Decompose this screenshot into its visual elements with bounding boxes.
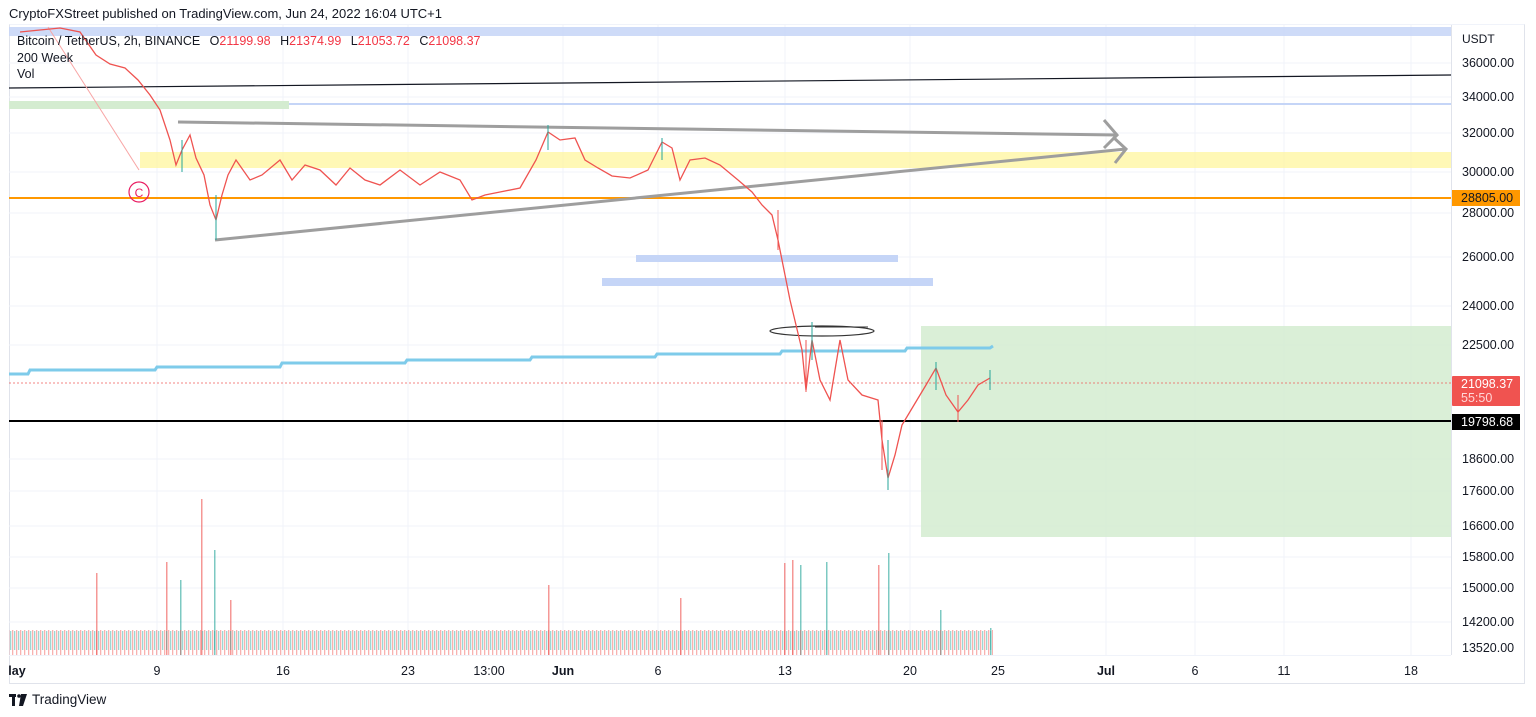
open-value: 21199.98: [219, 34, 271, 48]
down-wicks: [777, 210, 959, 470]
price-tick: 17600.00: [1462, 484, 1515, 498]
legend-indicator-vol[interactable]: Vol: [17, 67, 35, 81]
tradingview-brand: TradingView: [32, 692, 107, 707]
time-tick: 20: [903, 664, 917, 678]
chart-plot-area[interactable]: C: [9, 25, 1451, 655]
time-tick: 13:00: [473, 664, 505, 678]
up-wicks: [181, 125, 991, 490]
time-tick: 6: [654, 664, 662, 678]
wave-c-circle: [128, 181, 150, 203]
time-tick: Jun: [551, 664, 575, 678]
time-tick: 25: [991, 664, 1005, 678]
chart-frame: [9, 24, 1525, 684]
time-tick: 11: [1277, 664, 1291, 678]
price-tick: 28000.00: [1462, 206, 1515, 220]
price-tick: 26000.00: [1462, 250, 1515, 264]
tradingview-logo-icon: [9, 693, 27, 706]
price-tick: 30000.00: [1462, 165, 1515, 179]
svg-text:C: C: [135, 186, 144, 200]
price-axis[interactable]: USDT 36000.00 34000.00 32000.00 30000.00…: [1451, 25, 1525, 655]
time-tick: 13: [778, 664, 792, 678]
time-tick: Jul: [1096, 664, 1116, 678]
price-tick: 34000.00: [1462, 90, 1515, 104]
time-tick: 23: [401, 664, 415, 678]
last-price-tag: 21098.37 55:50: [1452, 376, 1520, 406]
price-tick: 15000.00: [1462, 581, 1515, 595]
symbol-name[interactable]: Bitcoin / TetherUS, 2h, BINANCE: [17, 34, 201, 48]
ma-200-week-line: [9, 344, 994, 376]
orange-level-price-tag: 28805.00: [1452, 190, 1520, 206]
time-tick: 18: [1404, 664, 1418, 678]
price-tick: 18600.00: [1462, 452, 1515, 466]
last-price-value: 21098.37: [1461, 377, 1514, 391]
blue-zone-lower: [602, 278, 933, 286]
blue-zone-top: [9, 27, 1451, 36]
support-level-price-tag: 19798.68: [1452, 414, 1520, 430]
price-tick: 14200.00: [1462, 615, 1515, 629]
blue-zone-upper: [636, 255, 898, 262]
price-tick: 32000.00: [1462, 126, 1515, 140]
time-tick: 16: [276, 664, 290, 678]
volume-baseline-bars: [9, 630, 993, 655]
price-tick: 15800.00: [1462, 550, 1515, 564]
price-tick: 16600.00: [1462, 519, 1515, 533]
published-caption: CryptoFXStreet published on TradingView.…: [9, 6, 442, 21]
tradingview-logo[interactable]: TradingView: [9, 692, 106, 707]
price-tick: 36000.00: [1462, 56, 1515, 70]
time-axis[interactable]: lay 9 16 23 13:00 Jun 6 13 20 25 Jul 6 1…: [8, 655, 1451, 683]
price-series: [19, 27, 991, 479]
time-tick: lay: [8, 664, 26, 678]
low-value: 21053.72: [357, 34, 410, 48]
chart-canvas: C: [9, 25, 1451, 655]
green-target-box: [921, 326, 1451, 537]
legend-symbol-row: Bitcoin / TetherUS, 2h, BINANCE O21199.9…: [17, 34, 481, 48]
price-tick: 24000.00: [1462, 299, 1515, 313]
ellipse-annotation: [769, 325, 875, 337]
chart-legend: Bitcoin / TetherUS, 2h, BINANCE O21199.9…: [17, 33, 481, 83]
price-axis-unit: USDT: [1462, 32, 1495, 46]
bar-countdown: 55:50: [1461, 391, 1493, 405]
time-tick: 9: [153, 664, 161, 678]
price-tick: 22500.00: [1462, 338, 1515, 352]
time-tick: 6: [1191, 664, 1199, 678]
yellow-supply-zone: [140, 152, 1451, 168]
legend-indicator-200-week[interactable]: 200 Week: [17, 50, 74, 65]
high-value: 21374.99: [289, 34, 342, 48]
price-tick: 13520.00: [1462, 641, 1515, 655]
close-value: 21098.37: [428, 34, 481, 48]
triangle-pattern: [177, 119, 1129, 242]
green-zone-left: [9, 101, 289, 109]
